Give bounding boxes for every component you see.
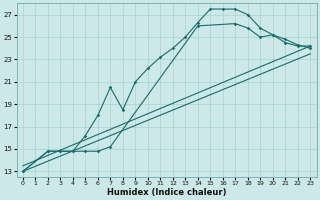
X-axis label: Humidex (Indice chaleur): Humidex (Indice chaleur) bbox=[107, 188, 226, 197]
